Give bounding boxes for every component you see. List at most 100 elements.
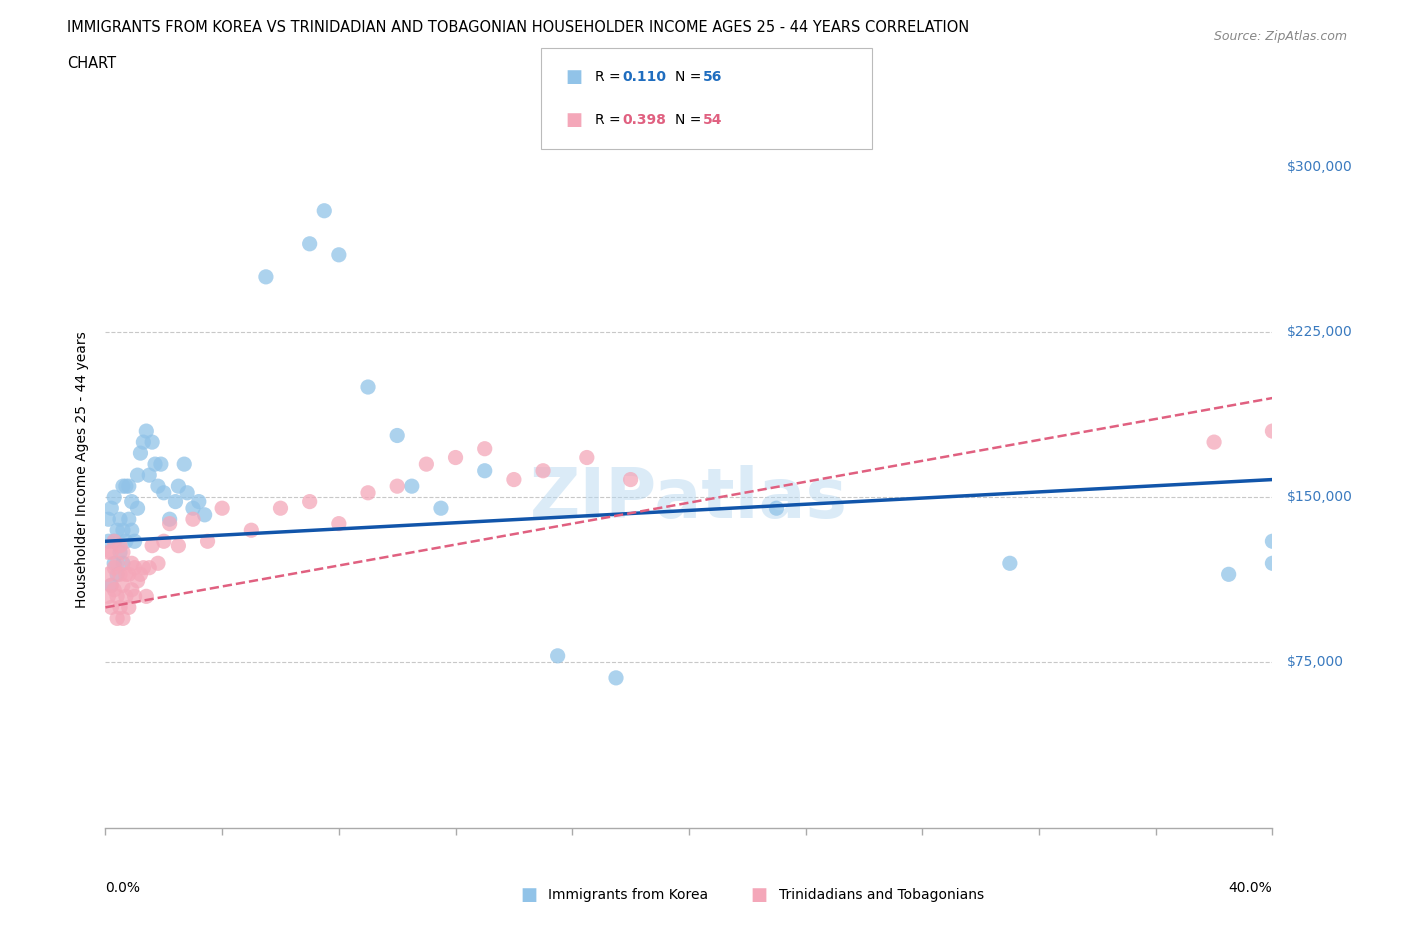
Point xyxy=(401,479,423,494)
Point xyxy=(127,468,149,483)
Text: 54: 54 xyxy=(703,113,723,127)
Point xyxy=(97,512,120,526)
Point xyxy=(100,600,122,615)
Point xyxy=(1261,534,1284,549)
Point xyxy=(103,560,125,575)
Text: N =: N = xyxy=(675,70,706,84)
Text: 0.398: 0.398 xyxy=(623,113,666,127)
Point xyxy=(118,567,141,582)
Point xyxy=(108,538,131,553)
Point xyxy=(127,500,149,515)
Point xyxy=(111,556,134,571)
Point xyxy=(194,508,217,523)
Point xyxy=(103,534,125,549)
Point xyxy=(298,494,321,509)
Point xyxy=(121,582,143,597)
Text: 0.0%: 0.0% xyxy=(105,882,141,896)
Point xyxy=(269,500,292,515)
Point xyxy=(124,589,146,604)
Point xyxy=(103,490,125,505)
Point xyxy=(146,479,169,494)
Text: $75,000: $75,000 xyxy=(1286,656,1344,670)
Text: Trinidadians and Tobagonians: Trinidadians and Tobagonians xyxy=(779,887,984,902)
Point xyxy=(111,578,134,592)
Point xyxy=(211,500,233,515)
Point xyxy=(121,556,143,571)
Point xyxy=(474,463,496,478)
Text: R =: R = xyxy=(595,70,624,84)
Point xyxy=(111,523,134,538)
Point xyxy=(176,485,198,500)
Point xyxy=(531,463,554,478)
Point xyxy=(129,567,152,582)
Point xyxy=(1261,556,1284,571)
Point xyxy=(135,424,157,439)
Point xyxy=(124,560,146,575)
Point xyxy=(111,479,134,494)
Point xyxy=(605,671,627,685)
Point xyxy=(298,236,321,251)
Point xyxy=(152,534,174,549)
Point xyxy=(998,556,1021,571)
Point xyxy=(385,428,408,443)
Point xyxy=(159,516,181,531)
Point xyxy=(502,472,524,487)
Point xyxy=(152,485,174,500)
Point xyxy=(197,534,219,549)
Point xyxy=(111,545,134,560)
Point xyxy=(97,567,120,582)
Text: Source: ZipAtlas.com: Source: ZipAtlas.com xyxy=(1213,30,1347,43)
Point xyxy=(97,545,120,560)
Point xyxy=(173,457,195,472)
Point xyxy=(474,441,496,456)
Point xyxy=(141,434,163,449)
Point xyxy=(105,556,128,571)
Point xyxy=(103,556,125,571)
Point xyxy=(181,500,204,515)
Point xyxy=(575,450,598,465)
Text: ■: ■ xyxy=(565,112,582,129)
Text: IMMIGRANTS FROM KOREA VS TRINIDADIAN AND TOBAGONIAN HOUSEHOLDER INCOME AGES 25 -: IMMIGRANTS FROM KOREA VS TRINIDADIAN AND… xyxy=(67,20,970,35)
Text: Immigrants from Korea: Immigrants from Korea xyxy=(548,887,709,902)
Point xyxy=(121,494,143,509)
Text: $300,000: $300,000 xyxy=(1286,160,1353,174)
Text: 40.0%: 40.0% xyxy=(1229,882,1272,896)
Point xyxy=(240,523,263,538)
Point xyxy=(108,545,131,560)
Point xyxy=(105,567,128,582)
Point xyxy=(108,567,131,582)
Point xyxy=(105,523,128,538)
Text: 56: 56 xyxy=(703,70,723,84)
Point xyxy=(357,379,380,394)
Point xyxy=(141,538,163,553)
Point xyxy=(100,578,122,592)
Text: ■: ■ xyxy=(565,68,582,86)
Point xyxy=(765,500,787,515)
Point xyxy=(1218,567,1240,582)
Point xyxy=(138,468,160,483)
Point xyxy=(328,516,350,531)
Point xyxy=(619,472,641,487)
Point xyxy=(181,512,204,526)
Point xyxy=(115,479,138,494)
Point xyxy=(143,457,166,472)
Text: 0.110: 0.110 xyxy=(623,70,666,84)
Point xyxy=(124,534,146,549)
Point xyxy=(129,445,152,460)
Text: N =: N = xyxy=(675,113,706,127)
Point xyxy=(187,494,209,509)
Point xyxy=(135,589,157,604)
Point xyxy=(103,582,125,597)
Point xyxy=(430,500,453,515)
Point xyxy=(100,578,122,592)
Point xyxy=(108,512,131,526)
Point xyxy=(167,538,190,553)
Point xyxy=(121,523,143,538)
Point xyxy=(103,534,125,549)
Text: CHART: CHART xyxy=(67,56,117,71)
Point xyxy=(385,479,408,494)
Point xyxy=(132,434,155,449)
Point xyxy=(314,204,336,219)
Point xyxy=(328,247,350,262)
Text: ■: ■ xyxy=(520,885,537,904)
